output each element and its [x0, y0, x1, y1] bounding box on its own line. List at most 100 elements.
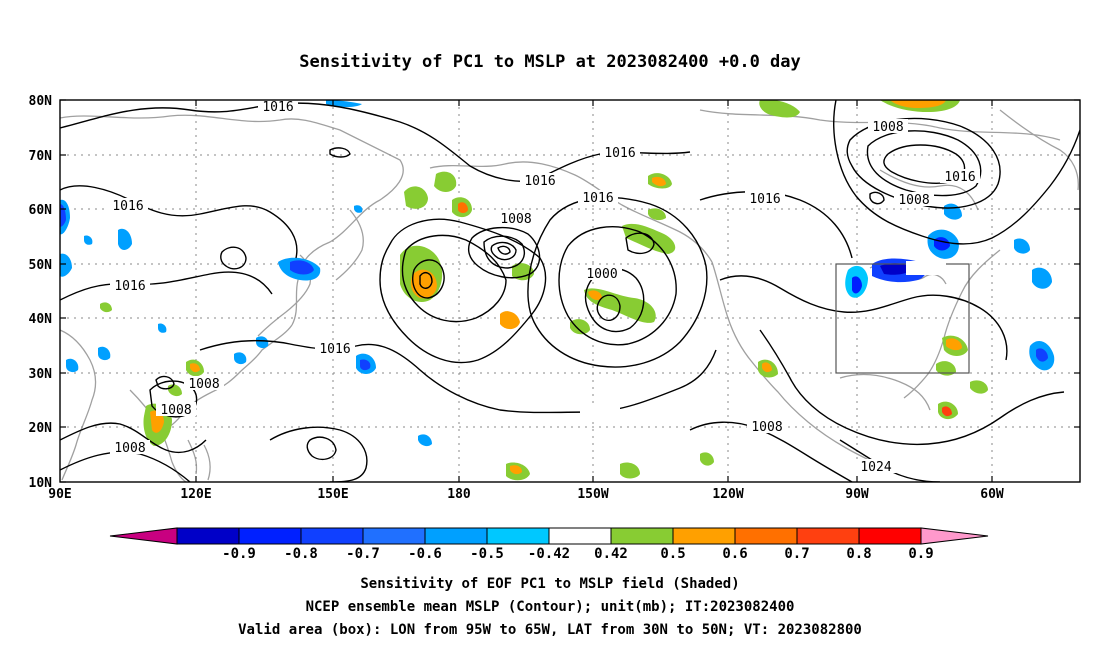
- shade-blob: [434, 171, 457, 192]
- contour-line: [199, 339, 717, 414]
- shade-blob: [1032, 267, 1052, 289]
- shade-blob: [190, 363, 200, 373]
- lon-label: 120E: [180, 487, 211, 502]
- contour-label: 1008: [872, 120, 903, 135]
- shade-blob: [100, 302, 112, 313]
- contour-line: [625, 232, 655, 255]
- shade-blob: [458, 202, 468, 213]
- shade-blob: [1036, 348, 1048, 362]
- contour-label: 1016: [749, 192, 780, 207]
- shade-blob: [588, 290, 602, 300]
- contour-line: [490, 241, 517, 261]
- coast-alaska: [429, 161, 713, 263]
- contour-line: [329, 147, 351, 158]
- colorbar-tick-label: -0.9: [222, 546, 256, 562]
- contour-line: [719, 275, 1008, 361]
- contour-line: [220, 246, 247, 270]
- colorbar-tick-label: 0.8: [846, 546, 871, 562]
- lat-label: 50N: [29, 258, 53, 273]
- contour-label: 1008: [898, 193, 929, 208]
- contour-label-group: 1016 1016 1016 1016 1016 1016 1016 1016 …: [108, 99, 980, 475]
- shade-blob: [404, 186, 428, 209]
- colorbar-tick-label: 0.42: [594, 546, 628, 562]
- shade-blob: [942, 406, 952, 417]
- colorbar-max-arrow: [920, 527, 989, 545]
- shade-blob: [970, 380, 988, 394]
- lon-label: 90W: [845, 487, 869, 502]
- contour-line: [60, 102, 691, 182]
- shade-blob: [890, 100, 946, 108]
- contour-label: 1008: [114, 441, 145, 456]
- colorbar-swatch: [238, 527, 302, 545]
- shade-blob: [510, 465, 522, 475]
- lat-label: 20N: [29, 421, 53, 436]
- lon-label: 180: [447, 487, 471, 502]
- colorbar-swatch: [176, 527, 240, 545]
- lat-label: 40N: [29, 312, 53, 327]
- contour-label: 1008: [751, 420, 782, 435]
- colorbar-swatch: [672, 527, 736, 545]
- shade-blob: [570, 319, 590, 335]
- contour-label: 1016: [944, 170, 975, 185]
- colorbar-tick-label: 0.6: [722, 546, 747, 562]
- shade-blob: [418, 434, 432, 447]
- contour-line: [412, 259, 445, 299]
- shade-blob: [60, 204, 66, 227]
- shade-blob: [852, 276, 862, 294]
- contour-line: [759, 329, 1065, 446]
- contour-line: [483, 235, 526, 269]
- coast-south-asia: [60, 329, 97, 481]
- contour-line: [269, 426, 368, 482]
- colorbar-swatch: [610, 527, 674, 545]
- contour-label: 1024: [860, 460, 891, 475]
- contour-line: [155, 375, 175, 390]
- colorbar-tick-label: 0.9: [908, 546, 933, 562]
- shade-blob: [118, 228, 132, 250]
- lon-label: 60W: [980, 487, 1004, 502]
- colorbar-tick-label: 0.5: [660, 546, 685, 562]
- colorbar-tick-label: -0.7: [346, 546, 380, 562]
- colorbar-swatch: [424, 527, 488, 545]
- shade-blob: [936, 361, 956, 376]
- lon-label: 150E: [317, 487, 348, 502]
- shade-blob: [66, 358, 79, 373]
- footer-line-3: Valid area (box): LON from 95W to 65W, L…: [238, 622, 862, 638]
- contour-line: [846, 117, 1001, 209]
- coast-greenland: [999, 109, 1079, 191]
- contour-line: [866, 130, 982, 197]
- contour-line: [596, 294, 621, 322]
- lat-label: 80N: [29, 94, 53, 109]
- colorbar-tick-label: -0.6: [408, 546, 442, 562]
- shade-blob: [500, 311, 520, 330]
- footer-line-2: NCEP ensemble mean MSLP (Contour); unit(…: [306, 599, 795, 615]
- map-background: [60, 100, 1080, 482]
- shade-blob: [354, 205, 363, 213]
- lon-labels: 90E 120E 150E 180 150W 120W 90W 60W: [48, 487, 1004, 502]
- map-panel: 1016 1016 1016 1016 1016 1016 1016 1016 …: [29, 94, 1081, 502]
- shade-blob: [620, 462, 640, 479]
- contour-line: [497, 245, 511, 255]
- contour-label: 1016: [112, 199, 143, 214]
- contour-line: [379, 218, 547, 364]
- shade-blob: [652, 176, 666, 187]
- lat-label: 60N: [29, 203, 53, 218]
- colorbar-swatch: [734, 527, 798, 545]
- lat-labels: 80N 70N 60N 50N 40N 30N 20N 10N: [29, 94, 53, 491]
- shade-blob: [648, 208, 666, 221]
- contour-line: [699, 191, 853, 259]
- footer-line-1: Sensitivity of EOF PC1 to MSLP field (Sh…: [360, 576, 739, 592]
- contour-line: [401, 234, 507, 323]
- colorbar-tick-label: -0.8: [284, 546, 318, 562]
- shade-blob: [759, 100, 800, 118]
- lon-label: 150W: [577, 487, 608, 502]
- contour-label: 1000: [586, 267, 617, 282]
- shade-blob: [234, 352, 247, 365]
- contour-label: 1016: [604, 146, 635, 161]
- shade-blob: [98, 346, 111, 361]
- shade-blob: [256, 336, 269, 349]
- shade-blob: [84, 235, 93, 245]
- colorbar-min-arrow: [109, 527, 178, 545]
- shade-blob: [700, 452, 714, 466]
- lon-label: 90E: [48, 487, 71, 502]
- contour-line: [306, 436, 337, 461]
